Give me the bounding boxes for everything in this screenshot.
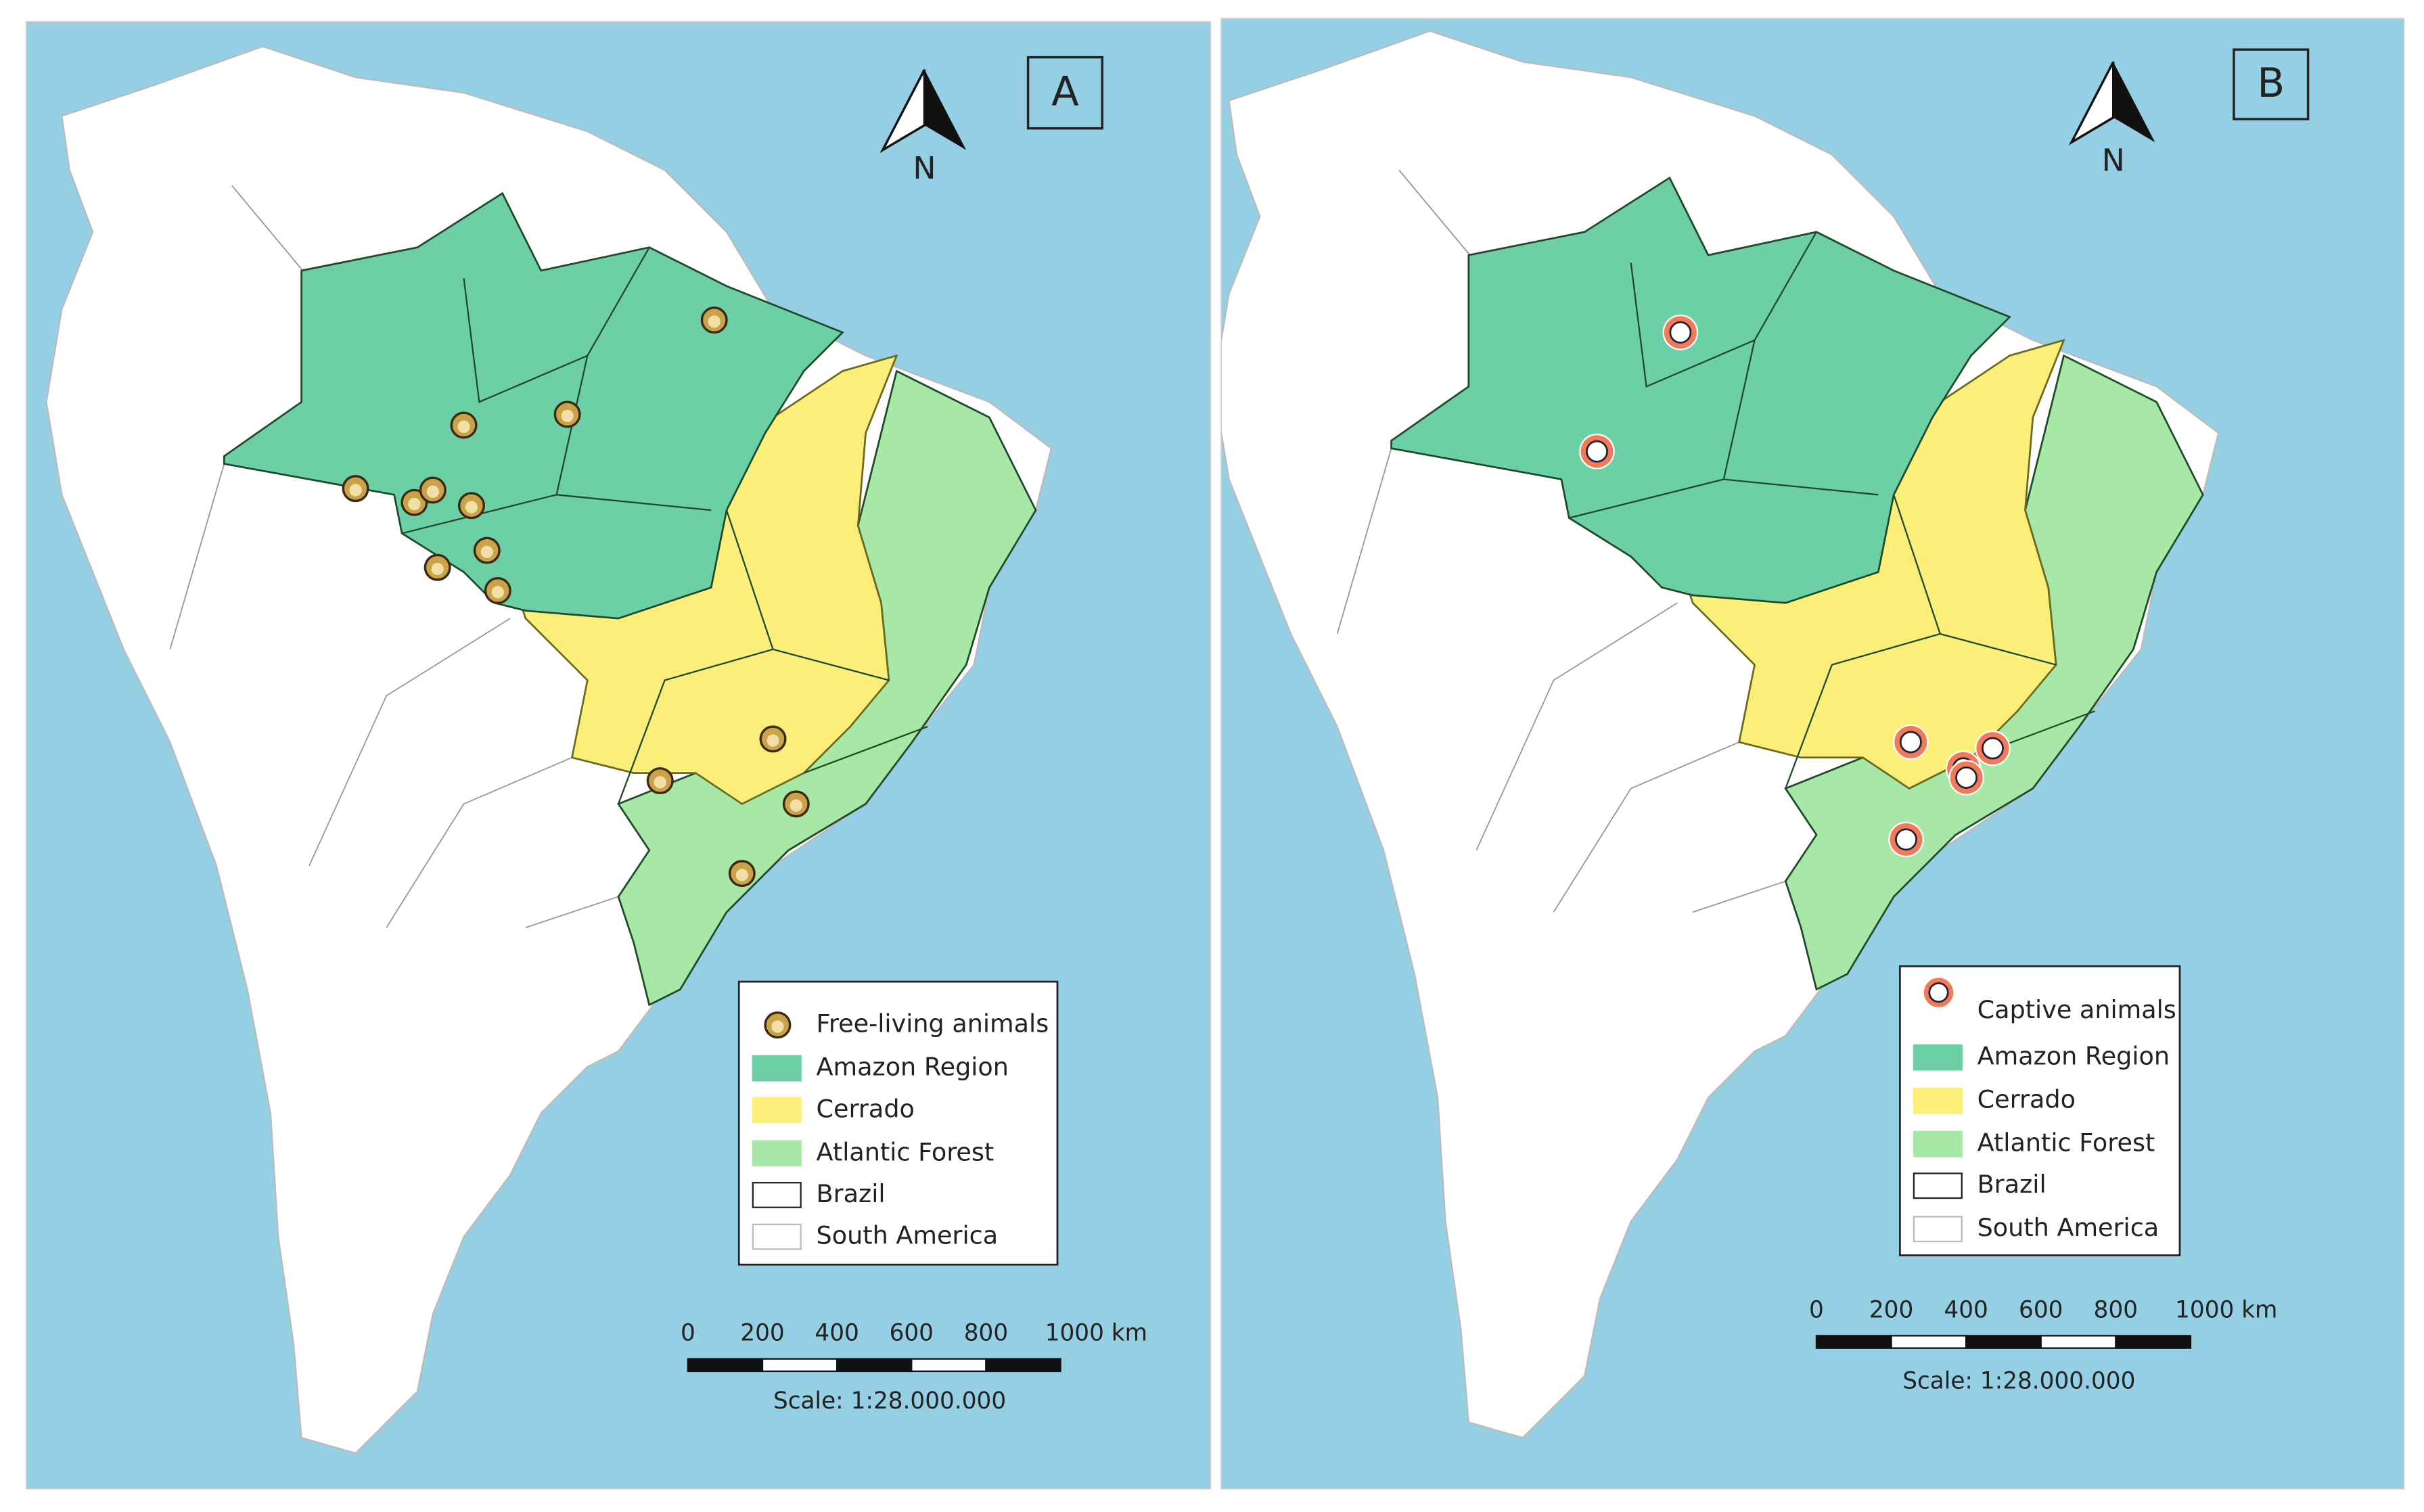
scale-segment: [2115, 1335, 2192, 1349]
legend-label: Amazon Region: [817, 1053, 1009, 1082]
scale-segment: [687, 1358, 764, 1373]
legend-label: South America: [817, 1221, 999, 1250]
panel-frame: [25, 21, 1212, 1490]
scale-tick-label: 800: [2094, 1296, 2138, 1323]
legend-label: Captive animals: [1977, 995, 2176, 1024]
marker-face: [1895, 828, 1917, 851]
legend-label: Atlantic Forest: [817, 1137, 994, 1166]
marker-face: [654, 776, 666, 789]
legend-label: Free-living animals: [817, 1009, 1049, 1038]
scale-tick-label: 0: [681, 1320, 695, 1347]
legend-label: Cerrado: [817, 1094, 915, 1123]
scale-tick-label: 0: [1809, 1296, 1824, 1323]
scale-tick-label: 200: [740, 1320, 784, 1347]
marker-face: [431, 562, 444, 576]
marker-face: [408, 497, 421, 511]
scale-tick-label: 1000 km: [2175, 1296, 2277, 1323]
scale-segment: [1965, 1335, 2042, 1349]
legend-swatch: [752, 1223, 802, 1250]
scale-segment: [985, 1358, 1061, 1373]
legend-swatch: [752, 1097, 802, 1124]
legend-label: Brazil: [1977, 1170, 2046, 1199]
north-arrow: [924, 69, 967, 150]
panel-label: A: [1051, 69, 1079, 116]
scale-tick-label: 1000 km: [1045, 1320, 1147, 1347]
marker-face: [708, 315, 721, 328]
north-arrow: [879, 69, 926, 154]
scale-segment: [836, 1358, 913, 1373]
panel-label-box: [1026, 55, 1103, 130]
scale-segment: [761, 1358, 838, 1373]
marker-face: [1955, 766, 1978, 789]
marker-face: [767, 734, 779, 747]
marker-face: [457, 420, 470, 433]
marker-face: [1928, 982, 1949, 1003]
legend-swatch: [1913, 1172, 1963, 1199]
map-panel: B N Captive animals Amazon Region Cerrado Atl…: [1221, 18, 2404, 1489]
marker-face: [1669, 321, 1692, 344]
marker-face: [1899, 731, 1922, 754]
scale-tick-label: 400: [815, 1320, 859, 1347]
marker-face: [561, 409, 574, 422]
panels: A N Free-living animals Amazon Region Cerrad…: [25, 18, 2405, 1490]
legend-swatch: [752, 1182, 802, 1208]
marker-face: [491, 586, 504, 599]
scale-segment: [1815, 1335, 1892, 1349]
legend-label: Atlantic Forest: [1977, 1128, 2155, 1158]
north-label: N: [913, 150, 936, 186]
scale-segment: [1890, 1335, 1967, 1349]
legend-swatch: [752, 1055, 802, 1082]
scale-tick-label: 400: [1944, 1296, 1988, 1323]
scale-segment: [2040, 1335, 2117, 1349]
legend-label: Brazil: [817, 1179, 886, 1208]
marker-face: [1586, 440, 1608, 463]
marker-face: [1982, 737, 2004, 760]
marker-face: [771, 1020, 784, 1033]
marker-face: [426, 485, 439, 498]
panel-frame: [1220, 18, 2405, 1490]
legend-swatch: [1913, 1087, 1963, 1114]
panel-label: B: [2257, 60, 2285, 107]
scale-segment: [911, 1358, 987, 1373]
scale-tick-label: 600: [890, 1320, 934, 1347]
legend-swatch: [1913, 1216, 1963, 1243]
legend-label: Amazon Region: [1977, 1042, 2170, 1071]
legend-label: Cerrado: [1977, 1085, 2076, 1114]
legend-swatch: [752, 1140, 802, 1167]
scale-text: Scale: 1:28.000.000: [773, 1388, 1006, 1415]
scale-text: Scale: 1:28.000.000: [1902, 1367, 2135, 1394]
north-label: N: [2102, 143, 2125, 179]
scale-tick-label: 200: [1869, 1296, 1913, 1323]
panel-label-box: [2233, 48, 2310, 120]
scale-tick-label: 800: [964, 1320, 1008, 1347]
marker-face: [790, 799, 802, 812]
marker-face: [465, 501, 478, 513]
map-panel: A N Free-living animals Amazon Region Cerrad…: [26, 22, 1211, 1489]
legend-swatch: [1913, 1044, 1963, 1071]
legend-swatch: [1913, 1130, 1963, 1158]
marker-face: [480, 545, 493, 559]
marker-face: [735, 869, 748, 881]
marker-face: [349, 484, 362, 497]
legend-label: South America: [1977, 1213, 2159, 1242]
scale-tick-label: 600: [2019, 1296, 2063, 1323]
north-arrow: [2068, 61, 2115, 145]
